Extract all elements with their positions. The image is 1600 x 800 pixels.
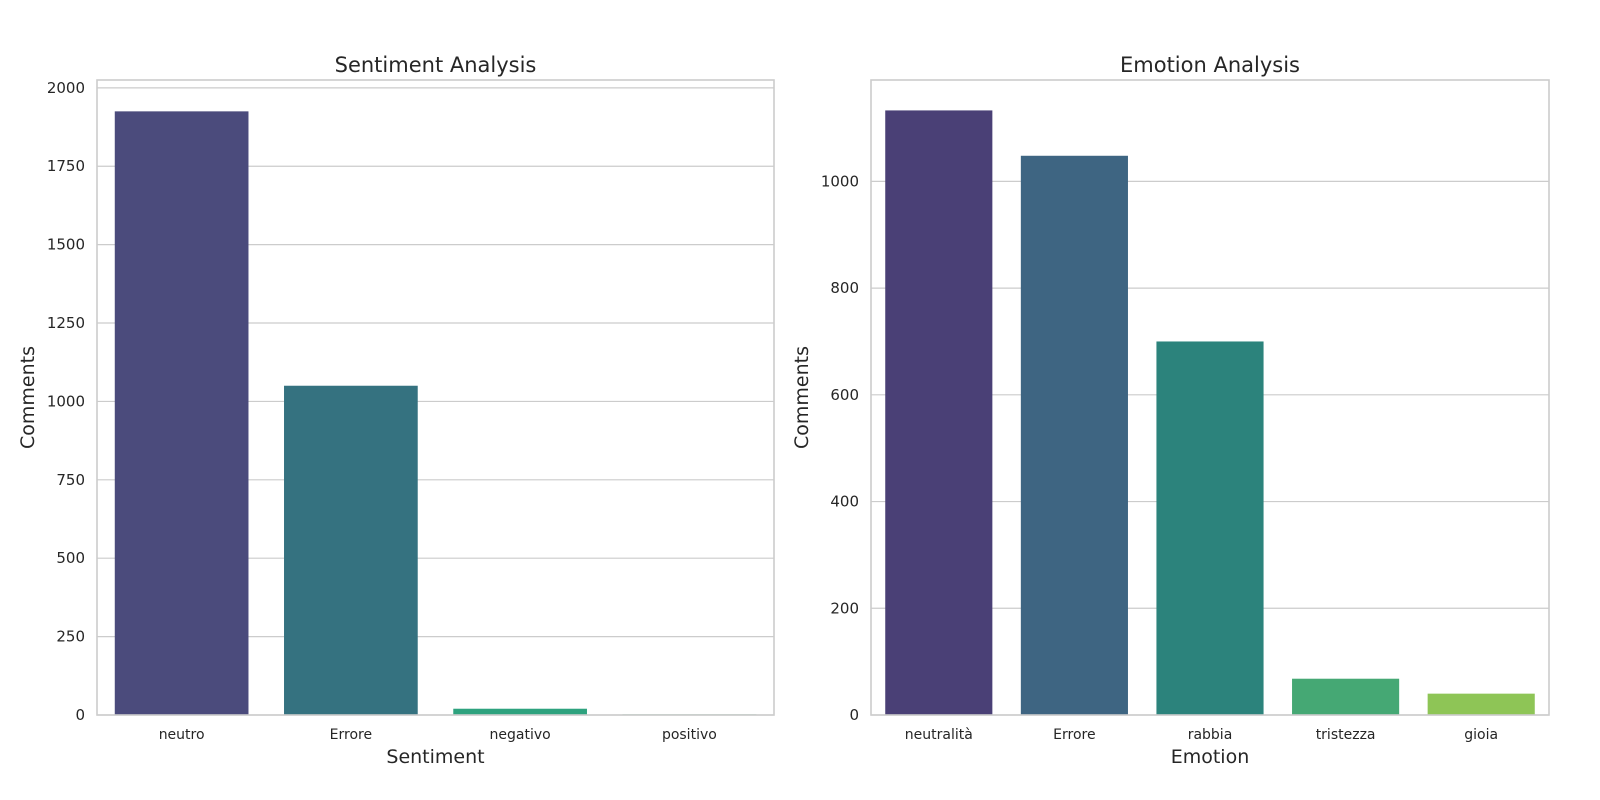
sentiment-x-tick-label-errore: Errore [330, 727, 372, 743]
emotion-y-tick-label-200: 200 [830, 599, 859, 617]
sentiment-bars [114, 111, 757, 715]
emotion-x-ticks: neutralità Errore rabbia tristezza gioia [905, 727, 1498, 743]
emotion-bar-neutralita [885, 110, 993, 716]
emotion-y-tick-label-400: 400 [830, 493, 859, 511]
sentiment-chart: 0 250 500 750 1000 1250 1500 1750 2000 neutro Err… [17, 53, 775, 768]
sentiment-chart-title: Sentiment Analysis [335, 53, 537, 77]
sentiment-y-tick-label-1250: 1250 [47, 314, 85, 332]
emotion-y-ticks: 0 200 400 600 800 1000 [821, 172, 859, 724]
emotion-y-tick-label-800: 800 [830, 279, 859, 297]
emotion-x-tick-label-errore: Errore [1053, 727, 1095, 743]
emotion-x-axis-label: Emotion [1171, 746, 1250, 768]
emotion-plot-frame [870, 79, 1550, 716]
sentiment-plot-frame [96, 79, 775, 716]
emotion-y-tick-label-0: 0 [849, 706, 859, 724]
emotion-bar-errore [1020, 155, 1128, 716]
sentiment-y-tick-label-0: 0 [75, 706, 85, 724]
sentiment-y-ticks: 0 250 500 750 1000 1250 1500 1750 2000 [47, 79, 85, 724]
emotion-bars [885, 110, 1535, 716]
emotion-chart-title: Emotion Analysis [1120, 53, 1300, 77]
sentiment-bar-neutro [114, 111, 249, 715]
emotion-x-tick-label-gioia: gioia [1464, 727, 1498, 743]
emotion-y-axis-label: Comments [791, 346, 813, 449]
sentiment-bar-errore [284, 385, 418, 715]
sentiment-y-axis-label: Comments [17, 346, 39, 449]
emotion-bar-tristezza [1292, 678, 1400, 715]
sentiment-y-tick-label-250: 250 [56, 628, 85, 646]
sentiment-x-axis-label: Sentiment [386, 746, 484, 768]
sentiment-y-tick-label-500: 500 [56, 549, 85, 567]
sentiment-x-ticks: neutro Errore negativo positivo [159, 727, 717, 743]
emotion-x-tick-label-tristezza: tristezza [1316, 727, 1376, 743]
emotion-y-tick-label-600: 600 [830, 386, 859, 404]
sentiment-y-tick-label-2000: 2000 [47, 79, 85, 97]
sentiment-x-tick-label-negativo: negativo [490, 727, 551, 743]
emotion-bar-gioia [1427, 693, 1535, 715]
sentiment-y-tick-label-1500: 1500 [47, 236, 85, 254]
sentiment-x-tick-label-neutro: neutro [159, 727, 205, 743]
emotion-x-tick-label-rabbia: rabbia [1188, 727, 1233, 743]
emotion-x-tick-label-neutralita: neutralità [905, 727, 973, 743]
emotion-chart: 0 200 400 600 800 1000 neutralità Errore rabbia… [791, 53, 1550, 768]
sentiment-y-tick-label-1750: 1750 [47, 157, 85, 175]
sentiment-bar-negativo [453, 708, 587, 715]
sentiment-y-tick-label-750: 750 [56, 471, 85, 489]
emotion-y-tick-label-1000: 1000 [821, 172, 859, 190]
emotion-bar-rabbia [1156, 341, 1264, 715]
sentiment-x-tick-label-positivo: positivo [662, 727, 717, 743]
sentiment-y-tick-label-1000: 1000 [47, 392, 85, 410]
